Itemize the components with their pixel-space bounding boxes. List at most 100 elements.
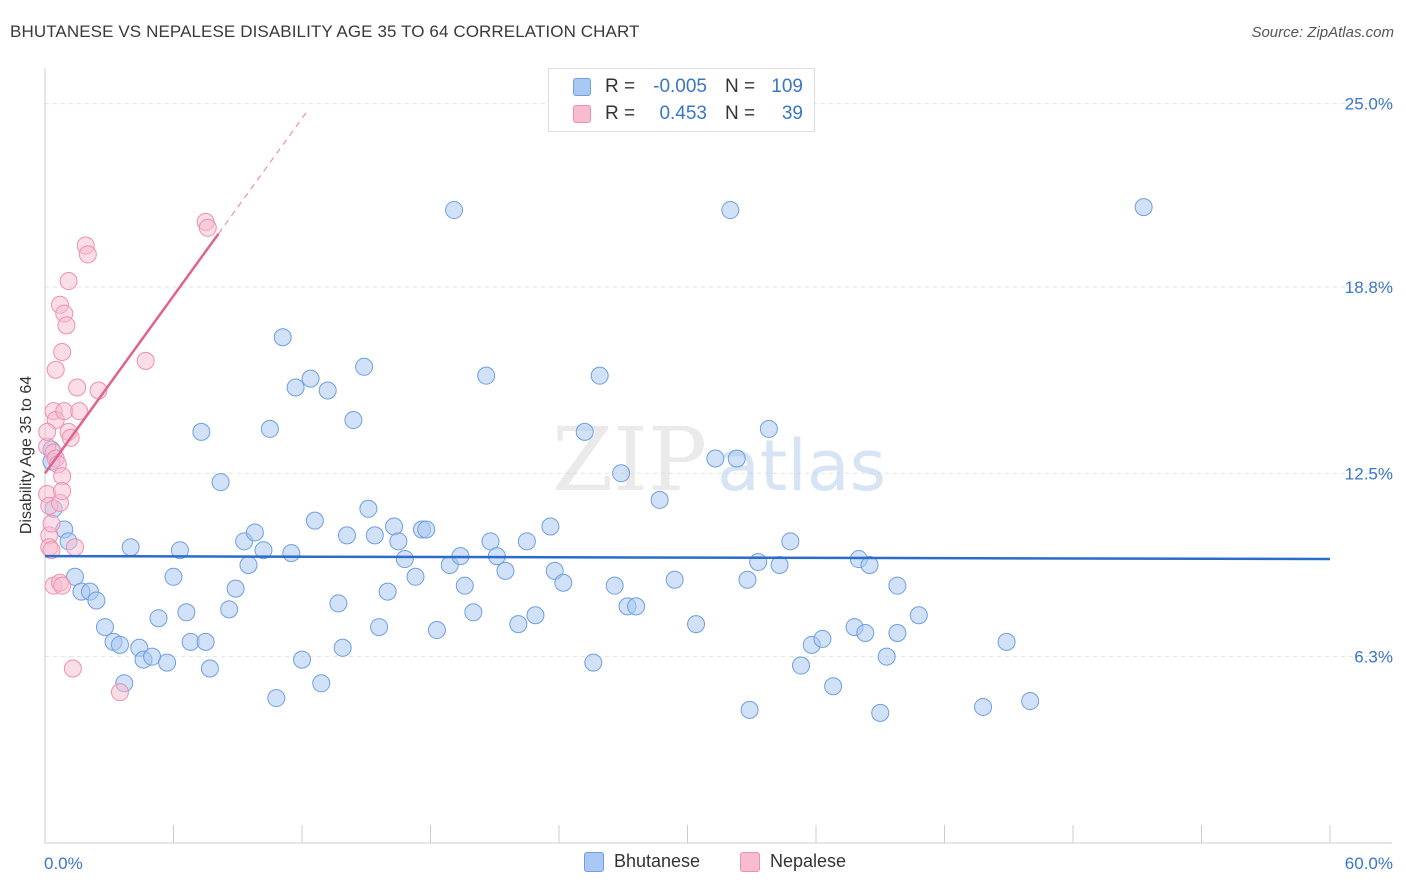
bhutanese-point	[110, 635, 129, 654]
nepalese-point	[57, 316, 76, 335]
chart-title: BHUTANESE VS NEPALESE DISABILITY AGE 35 …	[10, 22, 640, 41]
bhutanese-point	[464, 603, 483, 622]
bhutanese-point	[181, 632, 200, 651]
bhutanese-point	[781, 532, 800, 551]
bhutanese-point	[254, 541, 273, 560]
bhutanese-point	[267, 689, 286, 708]
bhutanese-point	[337, 526, 356, 545]
nepalese-point	[110, 683, 129, 702]
nepalese-point	[136, 351, 155, 370]
bhutanese-point	[211, 473, 230, 492]
bhutanese-point	[273, 328, 292, 347]
bhutanese-swatch	[573, 78, 591, 96]
nepalese-point	[78, 245, 97, 264]
r-value: -0.005	[653, 76, 707, 97]
bhutanese-point	[149, 609, 168, 628]
nepalese-point	[63, 659, 82, 678]
bhutanese-point	[417, 520, 436, 539]
y-tick-label: 12.5%	[1345, 464, 1393, 483]
bhutanese-point	[997, 632, 1016, 651]
y-tick-label: 6.3%	[1354, 648, 1393, 667]
bhutanese-point	[220, 600, 239, 619]
bhutanese-point	[293, 650, 311, 669]
tick-labels: 6.3% 12.5% 18.8% 25.0% 0.0% 60.0%	[44, 95, 1393, 873]
bhutanese-point	[860, 555, 879, 574]
bhutanese-point	[196, 632, 215, 651]
nepalese-point	[70, 402, 89, 421]
nepalese-point	[46, 360, 65, 379]
r-label: R =	[605, 103, 636, 124]
bhutanese-point	[370, 618, 389, 637]
y-tick-label: 25.0%	[1345, 95, 1393, 114]
watermark-atlas: atlas	[717, 425, 886, 507]
bhutanese-point	[143, 647, 162, 666]
nepalese-point	[38, 422, 57, 441]
bhutanese-point	[170, 541, 189, 560]
nepalese-point	[42, 541, 61, 560]
bhutanese-point	[792, 656, 811, 675]
bhutanese-point	[406, 567, 425, 586]
trend-lines	[43, 112, 1331, 561]
n-label: N =	[725, 76, 756, 97]
x-tick-label: 60.0%	[1345, 854, 1393, 873]
bhutanese-point	[554, 573, 573, 592]
bhutanese-point	[286, 378, 305, 397]
legend-item-bhutanese[interactable]: Bhutanese	[584, 851, 700, 872]
bhutanese-point	[200, 659, 219, 678]
bhutanese-point	[329, 594, 348, 613]
bhutanese-point	[239, 555, 258, 574]
bhutanese-point	[871, 703, 890, 722]
bhutanese-point	[378, 582, 397, 601]
bhutanese-point	[575, 422, 594, 441]
bhutanese-point	[813, 629, 832, 648]
nepalese-point	[65, 538, 84, 557]
source-label: Source: ZipAtlas.com	[1251, 24, 1394, 41]
series-legend: Bhutanese Nepalese	[0, 851, 1406, 877]
bhutanese-point	[517, 532, 536, 551]
bhutanese-point	[318, 381, 337, 400]
y-tick-label: 18.8%	[1345, 278, 1393, 297]
bhutanese-trend-line	[44, 554, 1331, 561]
bhutanese-point	[627, 597, 646, 616]
bhutanese-point	[496, 561, 515, 580]
bhutanese-point	[727, 449, 746, 468]
bhutanese-point	[87, 591, 106, 610]
bhutanese-point	[749, 553, 768, 572]
r-label: R =	[605, 76, 636, 97]
x-tick-label: 0.0%	[44, 854, 83, 873]
bhutanese-point	[305, 511, 324, 530]
legend-label-bhutanese: Bhutanese	[614, 851, 701, 871]
bhutanese-point	[605, 576, 624, 595]
nepalese-point	[68, 378, 87, 397]
legend-item-nepalese[interactable]: Nepalese	[740, 851, 846, 872]
r-value: 0.453	[659, 103, 707, 124]
bhutanese-point	[909, 606, 928, 625]
bhutanese-point	[1021, 692, 1040, 711]
bhutanese-point	[541, 517, 560, 536]
bhutanese-point	[856, 624, 875, 643]
bhutanese-point	[877, 647, 896, 666]
bhutanese-point	[509, 615, 528, 634]
bhutanese-point	[687, 615, 706, 634]
bhutanese-point	[770, 555, 789, 574]
bhutanese-point	[164, 567, 183, 586]
nepalese-trend-line	[43, 232, 220, 475]
bhutanese-point	[612, 464, 631, 483]
bhutanese-point	[738, 570, 757, 589]
bhutanese-point	[333, 638, 352, 657]
bhutanese-point	[526, 606, 545, 625]
bhutanese-point	[389, 532, 408, 551]
bhutanese-point	[226, 579, 245, 598]
bhutanese-point	[395, 550, 414, 569]
nepalese-point	[53, 343, 72, 362]
bhutanese-point	[177, 603, 196, 622]
n-value: 109	[771, 76, 803, 97]
nepalese-point	[42, 514, 61, 533]
bhutanese-point	[121, 538, 140, 557]
bhutanese-point	[245, 523, 264, 542]
n-value: 39	[781, 103, 803, 124]
bhutanese-point	[477, 366, 496, 385]
bhutanese-point	[427, 621, 446, 640]
bhutanese-point	[95, 618, 114, 637]
